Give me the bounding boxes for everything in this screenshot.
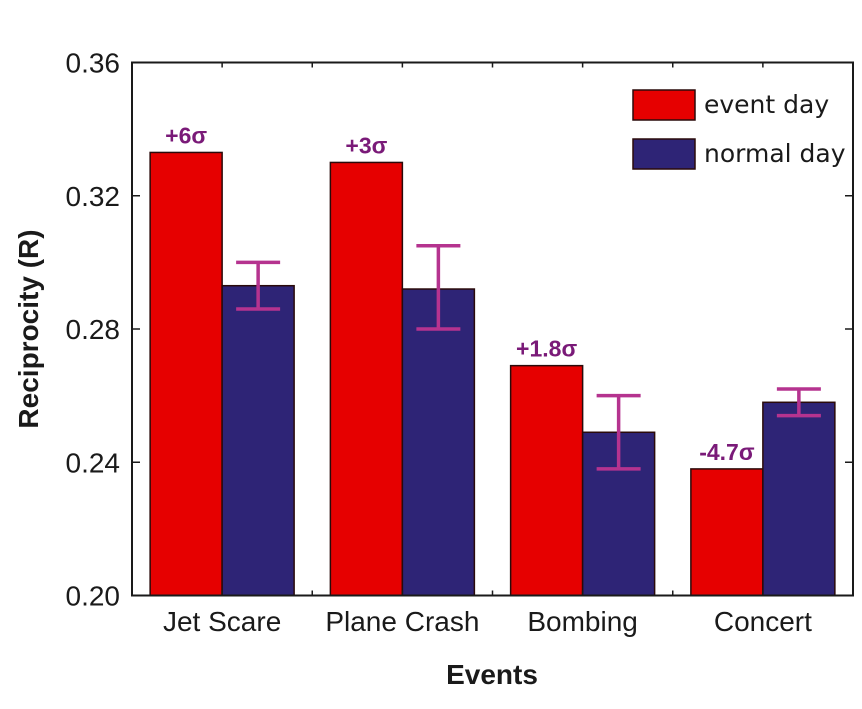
legend-swatch-event-day xyxy=(632,89,696,121)
bars-layer xyxy=(149,151,836,597)
x-tick-label: Plane Crash xyxy=(325,606,479,637)
legend-swatch-normal-day xyxy=(632,138,696,170)
legend-label-event-day: event day xyxy=(704,90,829,119)
ticks-layer xyxy=(132,61,853,597)
bar-normal-day xyxy=(221,284,295,597)
error-bar xyxy=(776,387,821,418)
x-tick-label: Concert xyxy=(714,606,812,637)
bar-event-day xyxy=(690,468,764,597)
error-bars-layer xyxy=(236,243,821,471)
x-axis-title: Events xyxy=(446,659,538,690)
y-tick-label: 0.24 xyxy=(66,447,121,478)
sigma-annotation: +1.8σ xyxy=(516,336,577,362)
sigma-annotation: -4.7σ xyxy=(699,439,755,465)
legend: event day normal day xyxy=(632,89,846,170)
y-tick-label: 0.28 xyxy=(66,314,121,345)
bar-normal-day xyxy=(401,288,476,597)
error-bar xyxy=(596,393,641,471)
sigma-annotation: +6σ xyxy=(165,122,207,148)
annotations-layer: +6σ +3σ +1.8σ -4.7σ xyxy=(165,122,755,464)
y-axis-title: Reciprocity (R) xyxy=(13,229,44,428)
x-tick-label: Jet Scare xyxy=(163,606,281,637)
y-tick-label: 0.32 xyxy=(66,181,121,212)
legend-label-normal-day: normal day xyxy=(704,139,846,168)
bar-event-day xyxy=(509,364,584,597)
error-bar xyxy=(416,243,461,331)
bar-normal-day xyxy=(762,401,836,597)
y-tick-label: 0.36 xyxy=(66,48,121,79)
bar-event-day xyxy=(329,161,404,597)
x-tick-label: Bombing xyxy=(527,606,638,637)
error-bar xyxy=(236,260,281,311)
y-tick-label: 0.20 xyxy=(66,581,121,612)
sigma-annotation: +3σ xyxy=(345,132,387,158)
bar-event-day xyxy=(149,151,223,597)
y-tick-labels: 0.20 0.24 0.28 0.32 0.36 xyxy=(66,48,121,612)
x-tick-labels: Jet Scare Plane Crash Bombing Concert xyxy=(163,606,812,637)
